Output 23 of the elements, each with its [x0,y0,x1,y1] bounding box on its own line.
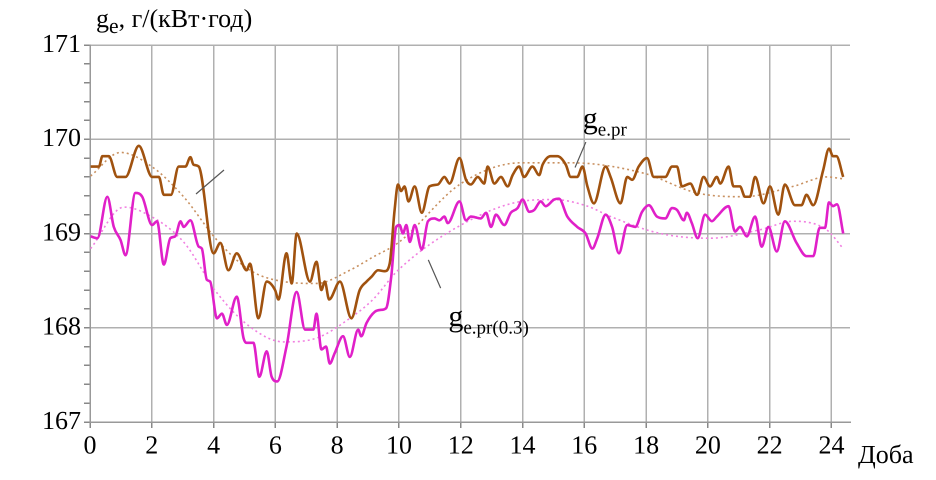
x-tick-label: 16 [571,430,598,460]
x-tick-label: 14 [510,430,536,460]
y-tick-label: 168 [42,312,81,341]
y-tick-label: 171 [42,28,81,58]
x-tick-label: 6 [268,430,282,460]
x-tick-label: 4 [207,430,220,460]
x-tick-label: 20 [694,430,721,460]
x-tick-label: 8 [330,430,344,460]
y-tick-label: 167 [42,406,81,435]
x-axis-title: Доба [858,440,914,470]
y-tick-label: 170 [42,123,81,152]
x-tick-label: 22 [756,430,783,460]
line-series [90,152,844,284]
x-tick-label: 0 [84,430,96,460]
x-tick-label: 12 [448,430,474,460]
y-tick-label: 169 [42,217,81,246]
x-tick-label: 24 [818,430,844,460]
x-tick-label: 2 [145,430,158,460]
x-tick-label: 18 [633,430,660,460]
y-axis-title: g$_{e}$, г/(кВт·год) [96,4,252,40]
line-series [90,198,844,343]
line-series [90,192,845,383]
x-tick-label: 10 [386,430,412,460]
